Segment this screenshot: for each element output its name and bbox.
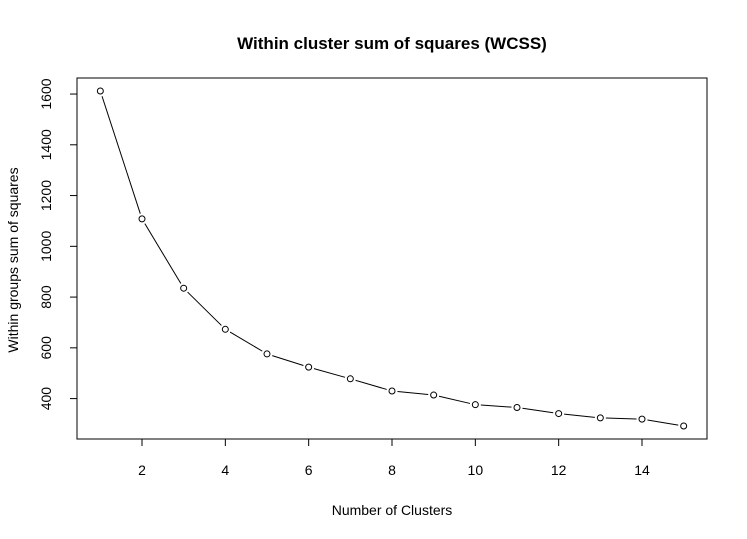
series-segment [313, 368, 346, 378]
series-segment [480, 404, 512, 408]
data-point [180, 284, 188, 292]
data-point [346, 375, 354, 383]
x-tick-label: 2 [138, 462, 146, 478]
x-axis-title: Number of Clusters [332, 502, 453, 518]
x-tick-label: 6 [305, 462, 313, 478]
data-point [388, 387, 396, 395]
series-segment [397, 391, 429, 396]
data-point [680, 422, 688, 430]
series-segment [438, 395, 471, 404]
x-tick-label: 8 [388, 462, 396, 478]
y-axis-title: Within groups sum of squares [5, 167, 21, 352]
series-segment [144, 223, 182, 284]
data-point [555, 410, 563, 418]
y-tick-label: 1600 [38, 78, 54, 109]
series-segment [605, 417, 637, 420]
y-tick-label: 800 [38, 285, 54, 309]
x-tick-label: 4 [221, 462, 229, 478]
y-axis: 400 600 800 1000 1200 1400 1600 [38, 78, 78, 411]
data-point [96, 87, 104, 95]
y-tick-label: 600 [38, 336, 54, 360]
series-segment [229, 331, 263, 352]
series-segment [522, 407, 554, 414]
x-axis: 2 4 6 8 10 12 14 [138, 438, 650, 478]
chart-title: Within cluster sum of squares (WCSS) [237, 34, 547, 53]
x-tick-label: 10 [468, 462, 484, 478]
data-point [513, 403, 521, 411]
data-point [430, 391, 438, 399]
data-point [471, 401, 479, 409]
series-segment [355, 379, 387, 390]
y-tick-label: 1000 [38, 231, 54, 262]
series-segment [272, 355, 304, 366]
series-segment [187, 291, 222, 326]
series-segment [564, 413, 595, 418]
data-point [263, 350, 271, 358]
data-point [638, 415, 646, 423]
y-tick-label: 1400 [38, 129, 54, 160]
x-tick-label: 12 [551, 462, 567, 478]
y-tick-label: 1200 [38, 180, 54, 211]
wcss-series [96, 87, 688, 430]
data-point [305, 363, 313, 371]
series-segment [647, 419, 679, 426]
x-tick-label: 14 [634, 462, 650, 478]
plot-frame [76, 77, 708, 440]
data-point [138, 215, 146, 223]
y-tick-label: 400 [38, 387, 54, 411]
data-point [221, 325, 229, 333]
series-segment [101, 96, 141, 214]
data-point [596, 414, 604, 422]
